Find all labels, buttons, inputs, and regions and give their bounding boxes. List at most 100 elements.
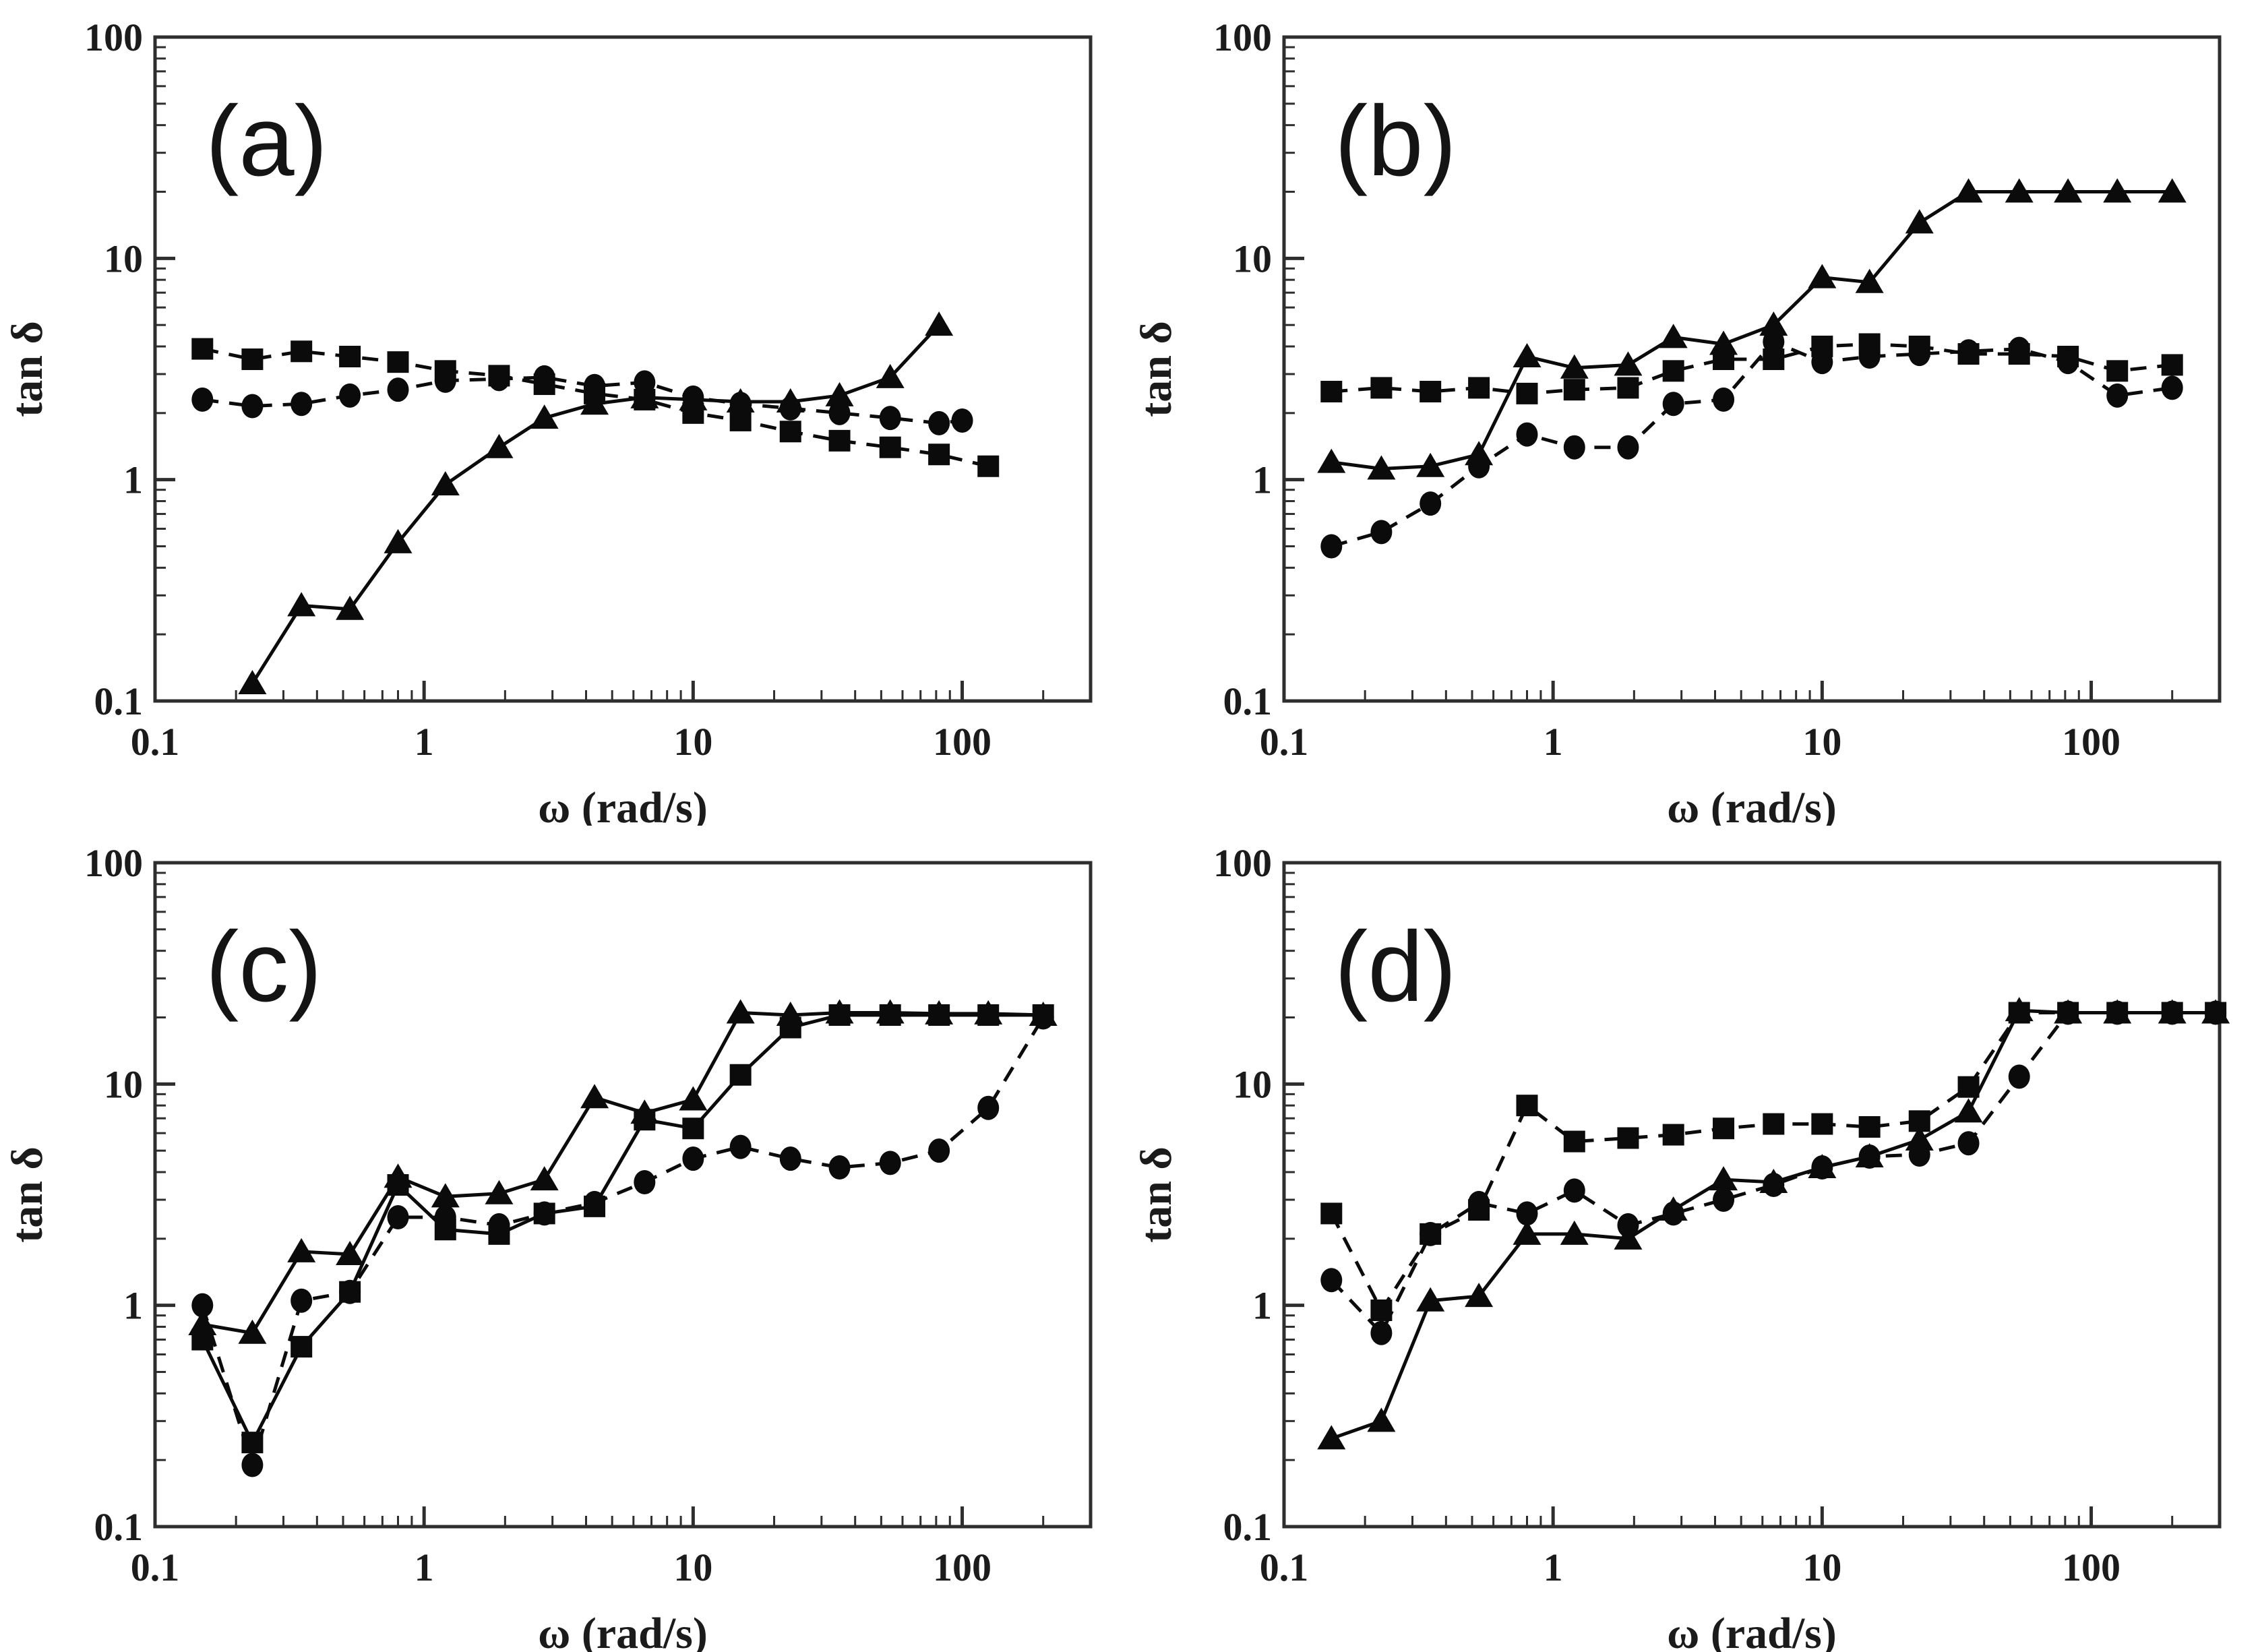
- triangle-marker: [1855, 1142, 1884, 1167]
- x-axis-tick-label: 1: [1544, 1546, 1563, 1589]
- y-axis-tick-label: 100: [1213, 841, 1272, 885]
- triangle-marker: [1954, 1098, 1983, 1123]
- axis-ticks: [153, 861, 1092, 1529]
- circle-marker: [1713, 1188, 1735, 1213]
- circle-marker: [488, 1213, 510, 1237]
- square-marker: [1662, 1124, 1684, 1146]
- x-axis-label: ω (rad/s): [538, 1609, 708, 1652]
- x-axis-tick-label: 0.1: [131, 720, 180, 764]
- circle-marker: [1617, 435, 1639, 460]
- circle-marker: [387, 377, 409, 402]
- circle-marker: [682, 1146, 704, 1171]
- circle-marker: [634, 1170, 656, 1195]
- square-marker: [1563, 1130, 1585, 1153]
- triangle-marker: [776, 388, 805, 413]
- triangle-marker: [1659, 1196, 1688, 1221]
- triangle-marker: [2005, 997, 2034, 1022]
- square-marker: [1763, 1113, 1785, 1135]
- triangle-marker: [726, 999, 755, 1024]
- triangle-marker: [1905, 209, 1934, 234]
- y-axis-tick-label: 100: [84, 841, 143, 885]
- circle-marker: [1957, 339, 1980, 364]
- circle-marker: [1468, 1190, 1490, 1215]
- circle-marker: [1516, 422, 1538, 447]
- triangle-marker: [630, 384, 659, 408]
- square-marker: [1468, 377, 1490, 399]
- circle-marker: [1370, 1320, 1393, 1345]
- circle-marker: [434, 368, 456, 393]
- square-marker: [1858, 1115, 1881, 1138]
- square-marker: [291, 1336, 313, 1358]
- circle-marker: [191, 1293, 214, 1318]
- circle-marker: [1420, 1221, 1442, 1246]
- triangle-marker: [336, 1241, 365, 1266]
- circle-marker: [241, 394, 264, 419]
- circle-marker: [241, 1452, 264, 1477]
- circle-marker: [1662, 392, 1684, 417]
- y-axis-tick-label: 1: [1252, 1284, 1272, 1328]
- series-triangles: [238, 311, 954, 695]
- plot-frame: [153, 861, 1093, 1529]
- triangle-marker: [1855, 268, 1884, 293]
- triangle-marker: [1808, 264, 1837, 288]
- triangle-marker: [1513, 343, 1542, 368]
- circle-marker: [339, 1279, 361, 1304]
- circle-marker: [488, 367, 510, 392]
- series-triangles-line: [202, 1010, 1043, 1335]
- triangle-marker: [1317, 1425, 1346, 1450]
- y-axis-tick-label: 1: [1252, 458, 1272, 502]
- square-marker: [1370, 377, 1393, 399]
- x-axis-tick-label: 0.1: [131, 1546, 180, 1589]
- triangle-marker: [1614, 1225, 1643, 1250]
- circle-marker: [1320, 1268, 1343, 1293]
- triangle-marker: [2158, 999, 2187, 1024]
- plot-frame: [1282, 861, 2222, 1529]
- triangle-marker: [384, 1163, 413, 1188]
- circle-marker: [779, 1146, 801, 1171]
- series-triangles: [188, 999, 1058, 1344]
- y-axis-tick-label: 100: [1213, 16, 1272, 59]
- triangle-marker: [1905, 1126, 1934, 1151]
- square-marker: [1320, 1202, 1343, 1225]
- x-axis-tick-label: 100: [2062, 720, 2120, 764]
- axis-ticks: [1282, 861, 2221, 1529]
- triangle-marker: [2103, 999, 2132, 1024]
- circle-marker: [2106, 383, 2129, 408]
- x-axis-tick-label: 1: [415, 720, 434, 764]
- triangle-marker: [876, 999, 905, 1024]
- triangle-marker: [1560, 354, 1589, 379]
- square-marker: [928, 443, 950, 466]
- x-axis-tick-label: 100: [933, 720, 991, 764]
- square-marker: [828, 429, 851, 452]
- triangle-marker: [1465, 441, 1494, 466]
- y-axis-label: tan δ: [3, 1146, 52, 1242]
- triangle-marker: [580, 1084, 609, 1109]
- x-axis-tick-label: 1: [415, 1546, 434, 1589]
- y-axis-label: tan δ: [1132, 1146, 1181, 1242]
- x-axis-tick-label: 0.1: [1260, 720, 1309, 764]
- triangle-marker: [876, 363, 905, 388]
- triangle-marker: [485, 1180, 514, 1204]
- circle-marker: [387, 1205, 409, 1230]
- circle-marker: [1957, 1131, 1980, 1156]
- triangle-marker: [679, 386, 708, 410]
- circle-marker: [1370, 520, 1393, 545]
- triangle-marker: [2054, 178, 2083, 203]
- y-axis-tick-label: 0.1: [1223, 679, 1273, 723]
- x-axis-label: ω (rad/s): [538, 783, 708, 826]
- chart-panel-a: 0.1 1 10 100 0.1 1 10 100 ω (rad/s) tan δ (a): [3, 16, 1093, 826]
- square-marker: [729, 1064, 752, 1086]
- square-marker: [1713, 1118, 1735, 1140]
- circle-marker: [1320, 534, 1343, 559]
- square-marker: [682, 1118, 704, 1140]
- circle-marker: [1713, 387, 1735, 412]
- triangle-marker: [238, 670, 267, 695]
- x-axis-label: ω (rad/s): [1667, 783, 1837, 826]
- circle-marker: [2057, 350, 2079, 375]
- x-axis-tick-label: 0.1: [1260, 1546, 1309, 1589]
- square-marker: [241, 348, 264, 371]
- triangle-marker: [530, 404, 559, 429]
- y-axis-tick-label: 100: [84, 16, 143, 59]
- circle-marker: [879, 406, 901, 431]
- triangle-marker: [1367, 455, 1396, 480]
